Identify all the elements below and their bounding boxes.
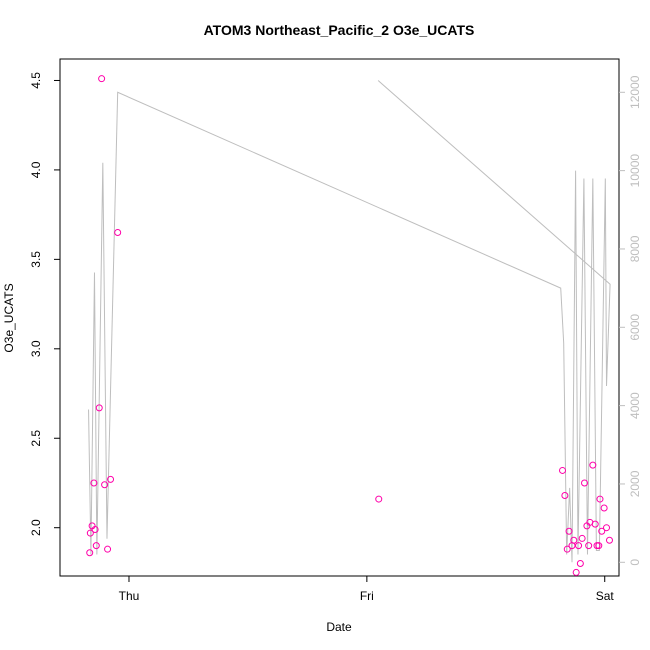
x-tick-label: Fri: [360, 589, 374, 603]
points-layer: [86, 75, 613, 576]
y2-tick-label: 8000: [628, 235, 642, 262]
y2-tick-label: 12000: [628, 75, 642, 109]
y-tick-label: 2.5: [29, 430, 43, 447]
data-point: [98, 75, 106, 83]
y-tick-label: 3.5: [29, 251, 43, 268]
data-point: [86, 529, 94, 537]
y-tick-label: 3.0: [29, 340, 43, 357]
data-point: [578, 534, 586, 542]
chart-title: ATOM3 Northeast_Pacific_2 O3e_UCATS: [204, 22, 475, 38]
data-point: [95, 404, 103, 412]
data-point: [565, 527, 573, 535]
altitude-line: [88, 80, 611, 563]
data-point: [605, 536, 613, 544]
x-axis: Thu Fri Sat: [119, 576, 615, 603]
x-tick-label: Thu: [119, 589, 140, 603]
data-point: [101, 481, 109, 489]
plot-box: [59, 58, 620, 577]
y2-tick-label: 6000: [628, 314, 642, 341]
data-point: [572, 568, 580, 576]
data-point: [600, 504, 608, 512]
y-tick-label: 4.0: [29, 161, 43, 178]
y2-tick-label: 2000: [628, 470, 642, 497]
y-tick-label: 2.0: [29, 519, 43, 536]
y2-tick-label: 0: [628, 559, 642, 566]
altitude-line-layer: [88, 80, 611, 563]
data-point: [561, 492, 569, 499]
y-tick-label: 4.5: [29, 72, 43, 89]
y2-tick-label: 4000: [628, 392, 642, 419]
data-point: [90, 479, 98, 487]
data-point: [375, 495, 383, 503]
data-point: [603, 524, 611, 532]
x-tick-label: Sat: [596, 589, 615, 603]
data-point: [114, 229, 122, 237]
data-point: [92, 542, 100, 550]
data-point: [104, 545, 112, 553]
data-point: [595, 542, 603, 550]
y-axis-left: 2.0 2.5 3.0 3.5 4.0 4.5: [29, 72, 60, 536]
data-point: [591, 520, 599, 528]
data-point: [107, 475, 115, 483]
data-point: [570, 536, 578, 544]
data-point: [575, 542, 583, 550]
data-point: [585, 542, 593, 550]
data-point: [91, 525, 99, 533]
data-point: [559, 466, 567, 474]
data-point: [589, 461, 597, 469]
data-point: [581, 479, 589, 487]
data-point: [576, 559, 584, 567]
data-point: [598, 527, 606, 535]
x-axis-label: Date: [326, 620, 352, 634]
data-point: [563, 545, 571, 553]
y-axis-label: O3e_UCATS: [2, 283, 16, 352]
y-axis-right: 0 2000 4000 6000 8000 10000 12000: [619, 75, 642, 566]
y2-tick-label: 10000: [628, 154, 642, 188]
data-point: [86, 549, 94, 557]
data-point: [596, 495, 604, 503]
